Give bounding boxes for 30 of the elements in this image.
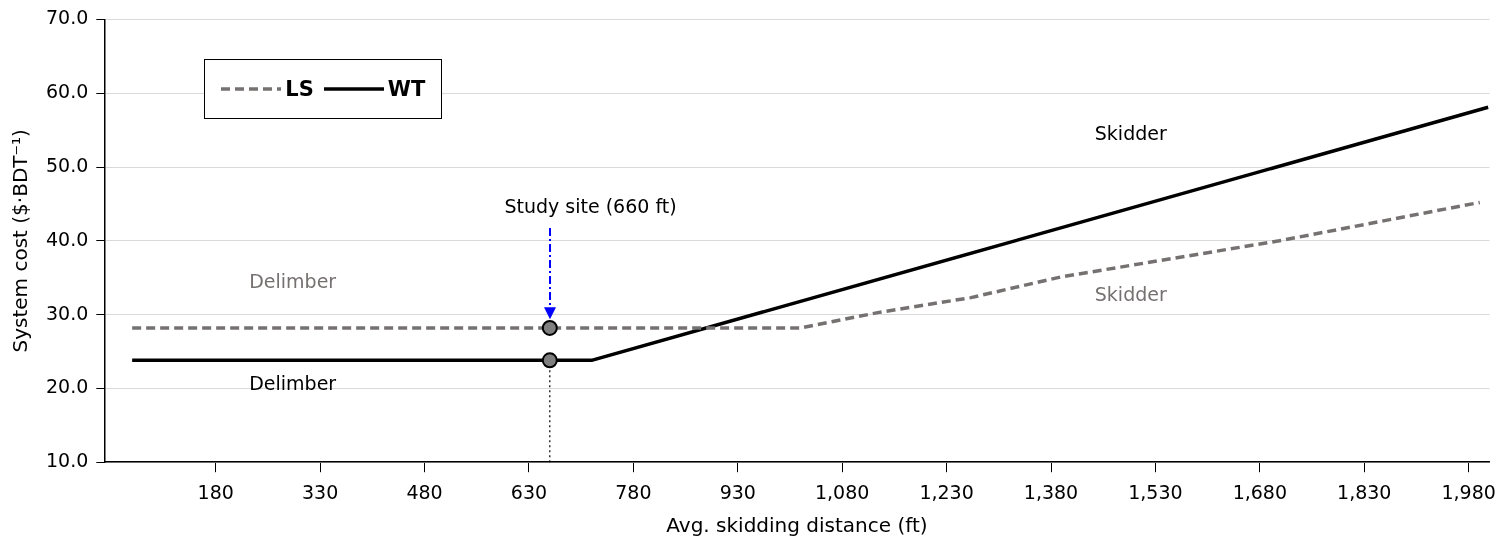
annotation: Delimber (249, 372, 337, 395)
x-tick-label: 1,980 (1441, 480, 1496, 503)
y-tick-label: 40.0 (45, 227, 89, 250)
legend-label: LS (285, 77, 314, 102)
y-tick-label: 30.0 (45, 301, 89, 324)
x-axis-title: Avg. skidding distance (ft) (666, 513, 928, 538)
x-tick-label: 930 (719, 480, 756, 503)
y-tick-label: 70.0 (45, 6, 89, 29)
y-tick-label: 10.0 (45, 449, 89, 472)
y-tick-label: 60.0 (45, 80, 89, 103)
annotation: Skidder (1094, 282, 1167, 305)
line-series (130, 200, 1482, 330)
x-tick-label: 1,230 (919, 480, 974, 503)
x-tick-label: 1,530 (1128, 480, 1183, 503)
x-tick-label: 330 (301, 480, 339, 503)
y-tick-label: 20.0 (45, 375, 89, 398)
x-tick-label: 1,380 (1023, 480, 1079, 503)
y-axis-title: System cost ($·BDT⁻¹) (8, 129, 33, 353)
y-tick-label: 50.0 (45, 153, 89, 176)
legend-label: WT (387, 77, 426, 102)
x-tick-label: 1,080 (814, 480, 870, 503)
annotation: Delimber (249, 269, 337, 292)
x-tick-label: 1,830 (1337, 480, 1392, 503)
annotation: Study site (660 ft) (504, 194, 677, 217)
x-tick-label: 780 (615, 480, 652, 503)
x-tick-label: 630 (510, 480, 548, 503)
x-tick-label: 180 (197, 480, 234, 503)
annotation: Skidder (1094, 122, 1167, 145)
x-tick-label: 1,680 (1232, 480, 1288, 503)
x-tick-label: 480 (406, 480, 443, 503)
